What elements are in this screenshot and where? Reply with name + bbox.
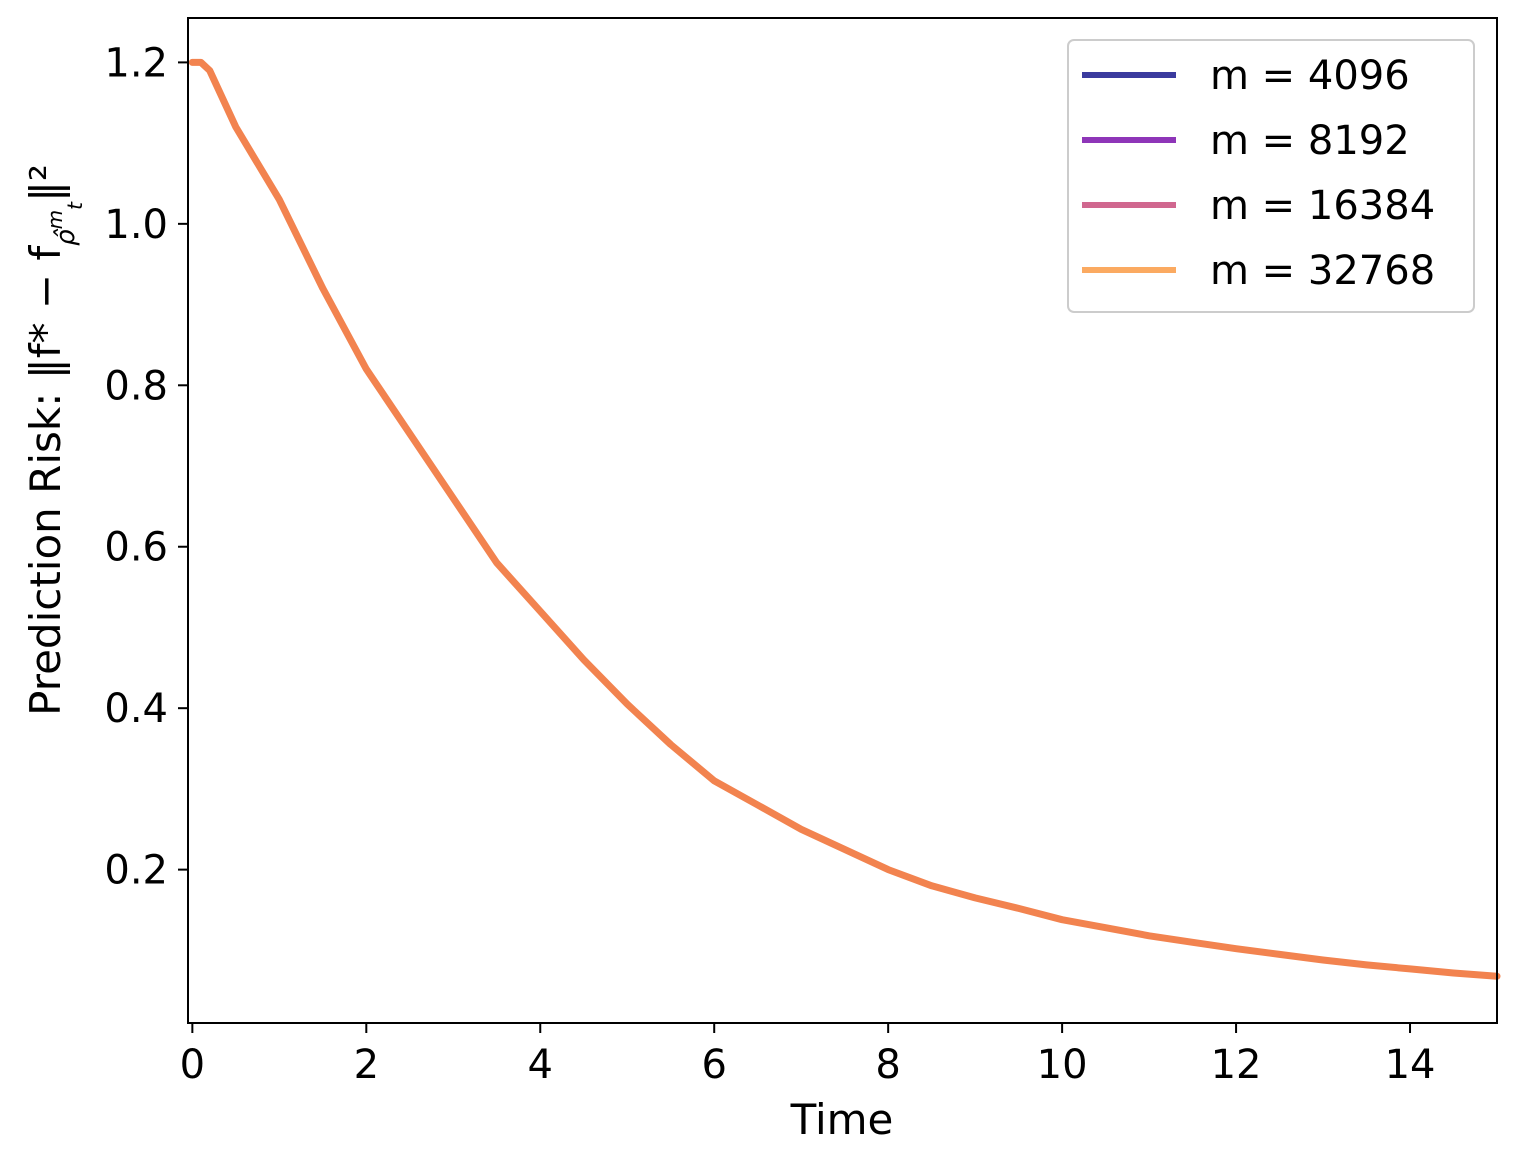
y-axis-label-sub: ρ̂ bbox=[51, 228, 81, 246]
y-axis-label: Prediction Risk: ‖f* − fρ̂mt‖² bbox=[21, 164, 87, 716]
series-line-4 bbox=[188, 58, 1501, 980]
legend-label: m = 32768 bbox=[1210, 248, 1435, 294]
y-tick-label: 1.0 bbox=[104, 202, 168, 248]
x-tick-label: 12 bbox=[1211, 1042, 1262, 1088]
plot-frame bbox=[187, 17, 1498, 1024]
y-tick-label: 0.6 bbox=[104, 525, 168, 571]
x-tick-label: 14 bbox=[1385, 1042, 1436, 1088]
y-tick-label: 0.8 bbox=[104, 363, 168, 409]
legend-label: m = 4096 bbox=[1210, 53, 1410, 99]
x-axis: 0 2 4 6 8 10 12 14 bbox=[180, 1023, 1436, 1088]
y-axis-label-subsup: m bbox=[43, 210, 67, 229]
x-tick-label: 4 bbox=[528, 1042, 553, 1088]
y-tick-label: 0.2 bbox=[104, 848, 168, 894]
y-tick-label: 1.2 bbox=[104, 40, 168, 86]
y-axis-label-tail: ‖² bbox=[21, 164, 70, 202]
legend-label: m = 8192 bbox=[1210, 118, 1410, 164]
x-tick-label: 2 bbox=[354, 1042, 379, 1088]
x-tick-label: 8 bbox=[875, 1042, 900, 1088]
legend: m = 4096 m = 8192 m = 16384 m = 32768 bbox=[1067, 39, 1475, 313]
y-axis-label-main: Prediction Risk: ‖f* − f bbox=[21, 245, 70, 716]
x-tick-label: 10 bbox=[1037, 1042, 1088, 1088]
x-axis-label: Time bbox=[790, 1095, 894, 1144]
plot-area bbox=[188, 58, 1501, 980]
y-tick-label: 0.4 bbox=[104, 686, 168, 732]
legend-label: m = 16384 bbox=[1210, 183, 1435, 229]
y-axis: 0.2 0.4 0.6 0.8 1.0 1.2 bbox=[104, 40, 188, 894]
x-tick-label: 6 bbox=[701, 1042, 726, 1088]
legend-box bbox=[1067, 39, 1475, 313]
x-tick-label: 0 bbox=[180, 1042, 205, 1088]
y-axis-label-subsub: t bbox=[63, 201, 87, 210]
